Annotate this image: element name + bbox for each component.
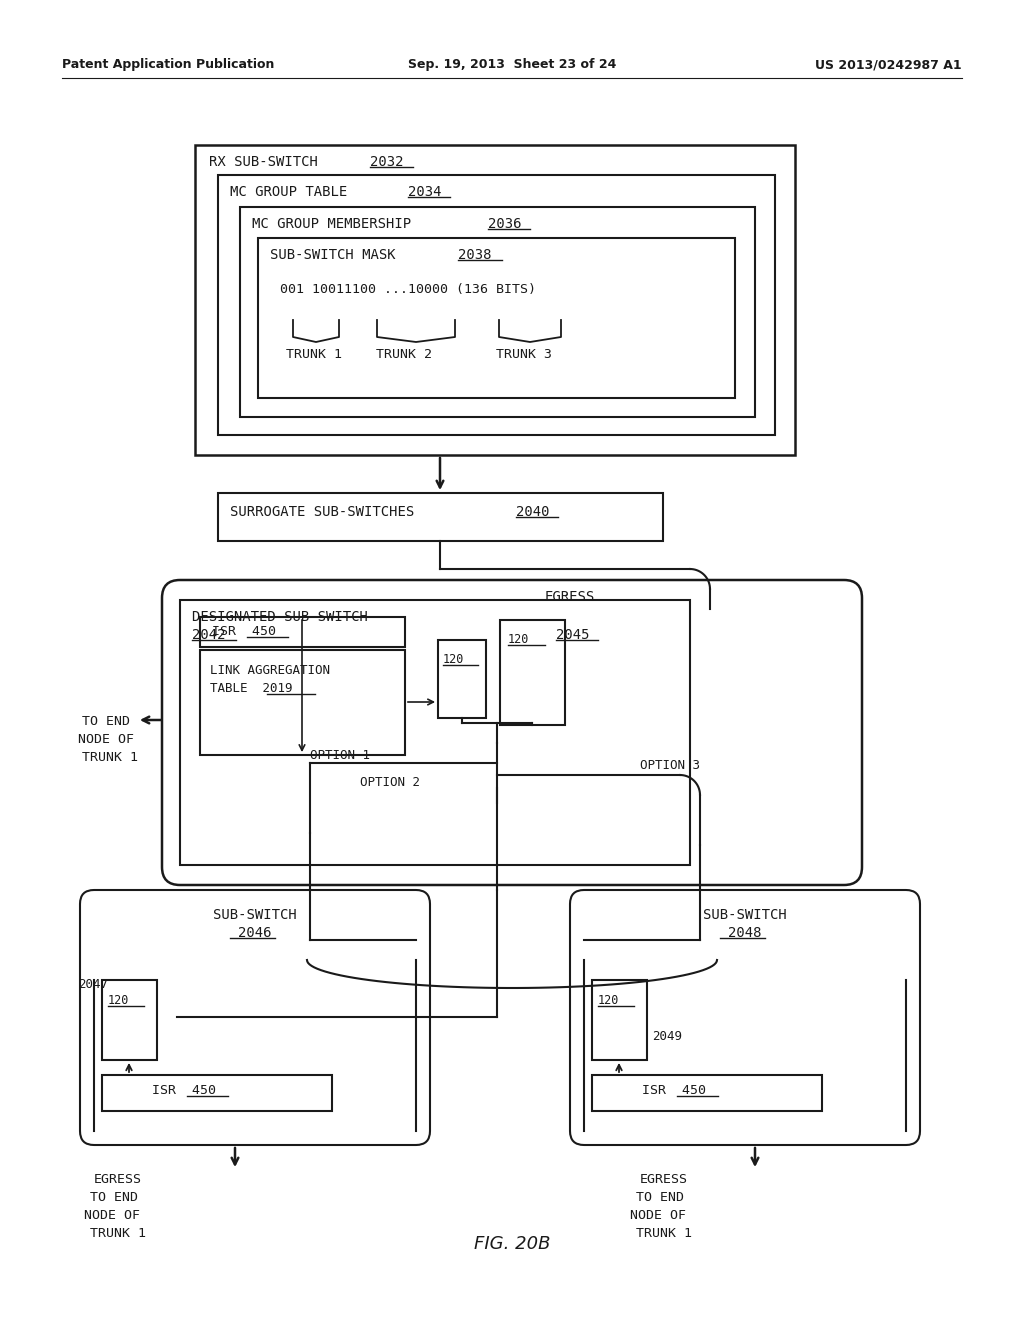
Text: TRUNK 1: TRUNK 1: [82, 751, 138, 764]
Bar: [258, 238, 735, 399]
Text: FIG. 20B: FIG. 20B: [474, 1236, 550, 1253]
Text: 2046: 2046: [239, 927, 271, 940]
Bar: [200, 616, 406, 647]
Text: 2038: 2038: [458, 248, 492, 261]
Text: NODE OF: NODE OF: [630, 1209, 686, 1222]
Text: 2048: 2048: [728, 927, 762, 940]
Bar: [500, 620, 565, 725]
FancyBboxPatch shape: [570, 890, 920, 1144]
Text: TO END: TO END: [636, 1191, 684, 1204]
Text: SURROGATE SUB-SWITCHES: SURROGATE SUB-SWITCHES: [230, 506, 415, 519]
Text: SUB-SWITCH MASK: SUB-SWITCH MASK: [270, 248, 395, 261]
Text: LINK AGGREGATION: LINK AGGREGATION: [210, 664, 330, 677]
Bar: [200, 649, 406, 755]
Text: 2045: 2045: [556, 628, 590, 642]
Text: TRUNK 1: TRUNK 1: [90, 1228, 146, 1239]
Text: 2034: 2034: [408, 185, 441, 199]
Text: 120: 120: [443, 653, 464, 667]
Bar: [218, 176, 775, 436]
Text: MC GROUP MEMBERSHIP: MC GROUP MEMBERSHIP: [252, 216, 411, 231]
Text: NODE OF: NODE OF: [78, 733, 134, 746]
Text: TO END: TO END: [90, 1191, 138, 1204]
Text: 2049: 2049: [652, 1030, 682, 1043]
Text: TRUNK 1: TRUNK 1: [636, 1228, 692, 1239]
Bar: [195, 145, 795, 455]
Text: OPTION 3: OPTION 3: [640, 759, 700, 772]
Text: SUB-SWITCH: SUB-SWITCH: [213, 908, 297, 921]
Bar: [180, 601, 690, 865]
FancyBboxPatch shape: [80, 890, 430, 1144]
Text: NODE OF: NODE OF: [84, 1209, 140, 1222]
Text: 120: 120: [108, 994, 129, 1007]
Text: TRUNK 1: TRUNK 1: [286, 348, 342, 360]
Text: SUB-SWITCH: SUB-SWITCH: [703, 908, 786, 921]
Text: 2042: 2042: [193, 628, 225, 642]
Text: ISR  450: ISR 450: [642, 1084, 706, 1097]
Bar: [102, 979, 157, 1060]
Bar: [592, 979, 647, 1060]
Text: 120: 120: [508, 634, 529, 645]
Text: TO END: TO END: [82, 715, 130, 729]
Bar: [592, 1074, 822, 1111]
Text: OPTION 2: OPTION 2: [360, 776, 420, 789]
Bar: [218, 492, 663, 541]
Text: RX SUB-SWITCH: RX SUB-SWITCH: [209, 154, 317, 169]
FancyBboxPatch shape: [162, 579, 862, 884]
Text: TABLE  2019: TABLE 2019: [210, 682, 293, 696]
Text: ISR  450: ISR 450: [212, 624, 276, 638]
Text: EGRESS: EGRESS: [94, 1173, 142, 1185]
Bar: [102, 1074, 332, 1111]
Text: 2032: 2032: [370, 154, 403, 169]
Text: TRUNK 2: TRUNK 2: [376, 348, 432, 360]
Text: EGRESS: EGRESS: [545, 590, 595, 605]
Bar: [240, 207, 755, 417]
Text: 2036: 2036: [488, 216, 521, 231]
Text: EGRESS: EGRESS: [640, 1173, 688, 1185]
Text: US 2013/0242987 A1: US 2013/0242987 A1: [815, 58, 962, 71]
Text: Patent Application Publication: Patent Application Publication: [62, 58, 274, 71]
Text: 2047: 2047: [78, 978, 108, 991]
Bar: [438, 640, 486, 718]
Text: MC GROUP TABLE: MC GROUP TABLE: [230, 185, 347, 199]
Text: ISR  450: ISR 450: [152, 1084, 216, 1097]
Text: 001 10011100 ...10000 (136 BITS): 001 10011100 ...10000 (136 BITS): [280, 282, 536, 296]
Text: OPTION 1: OPTION 1: [310, 748, 370, 762]
Text: DESIGNATED SUB-SWITCH: DESIGNATED SUB-SWITCH: [193, 610, 368, 624]
Text: 120: 120: [598, 994, 620, 1007]
Text: TRUNK 3: TRUNK 3: [496, 348, 552, 360]
Text: 2040: 2040: [516, 506, 550, 519]
Text: Sep. 19, 2013  Sheet 23 of 24: Sep. 19, 2013 Sheet 23 of 24: [408, 58, 616, 71]
